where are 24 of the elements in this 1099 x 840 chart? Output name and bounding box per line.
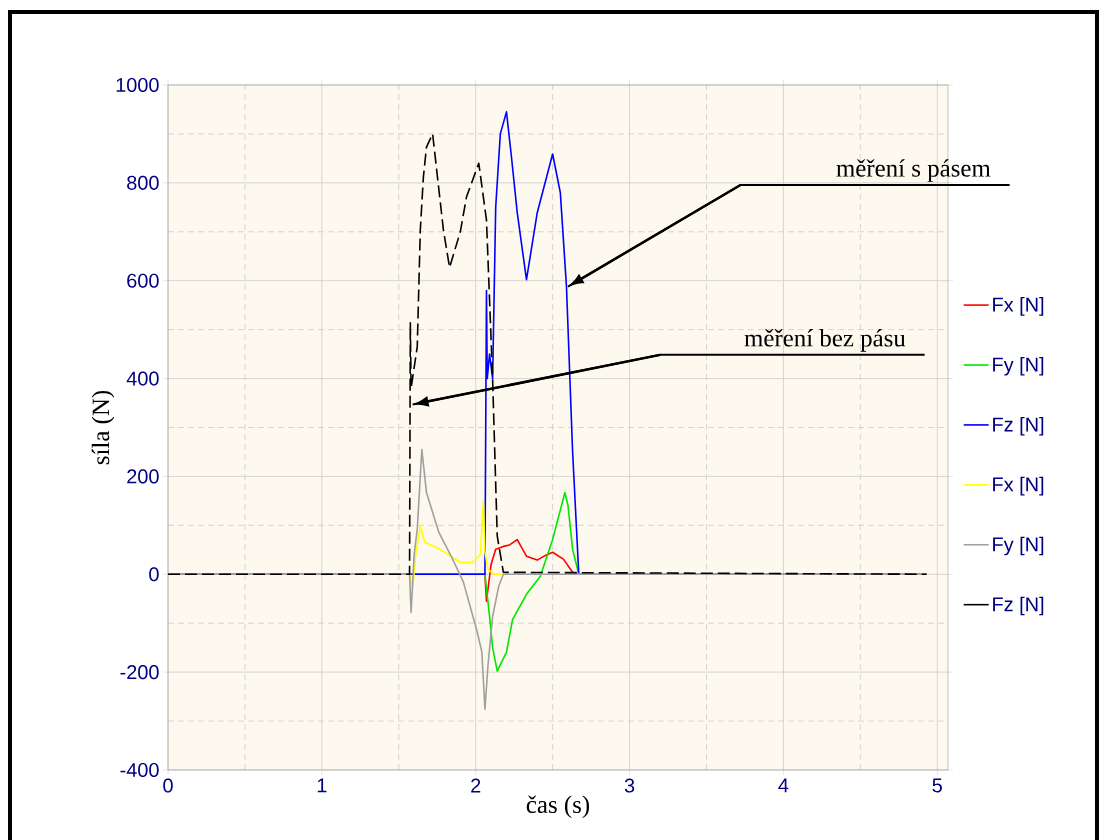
legend-label: Fy [N] [993, 357, 1044, 376]
annotation: měření s pásem [836, 159, 991, 182]
y-tick-label: 400 [126, 371, 159, 386]
y-tick-label: -200 [120, 665, 159, 680]
legend-label: Fz [N] [993, 596, 1044, 616]
legend-label: Fz [N] [993, 416, 1044, 436]
x-tick-label: 0 [163, 778, 173, 793]
x-tick-label: 3 [624, 778, 635, 793]
y-tick-label: 1000 [116, 77, 159, 93]
x-tick-label: 4 [778, 778, 789, 793]
y-axis-title: síla (N) [91, 390, 115, 465]
y-tick-label: 200 [127, 469, 159, 484]
x-tick-label: 1 [317, 778, 327, 793]
y-tick-label: 800 [127, 175, 159, 190]
legend-label: Fx [N] [993, 297, 1044, 316]
x-axis-title: čas (s) [526, 795, 590, 819]
y-tick-label: 600 [127, 273, 159, 288]
y-tick-label: 0 [149, 567, 159, 582]
legend-label: Fy [N] [993, 536, 1044, 556]
y-tick-label: -400 [120, 762, 159, 778]
x-tick-label: 5 [932, 778, 942, 793]
x-tick-label: 2 [471, 778, 481, 793]
legend-label: Fx [N] [993, 476, 1044, 496]
annotation: měření bez pásu [744, 329, 906, 352]
